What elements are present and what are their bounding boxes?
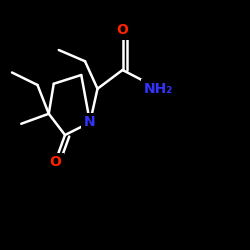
Text: O: O [49,156,61,170]
Text: O: O [116,23,128,37]
Text: N: N [84,116,96,130]
Text: NH₂: NH₂ [144,82,174,96]
